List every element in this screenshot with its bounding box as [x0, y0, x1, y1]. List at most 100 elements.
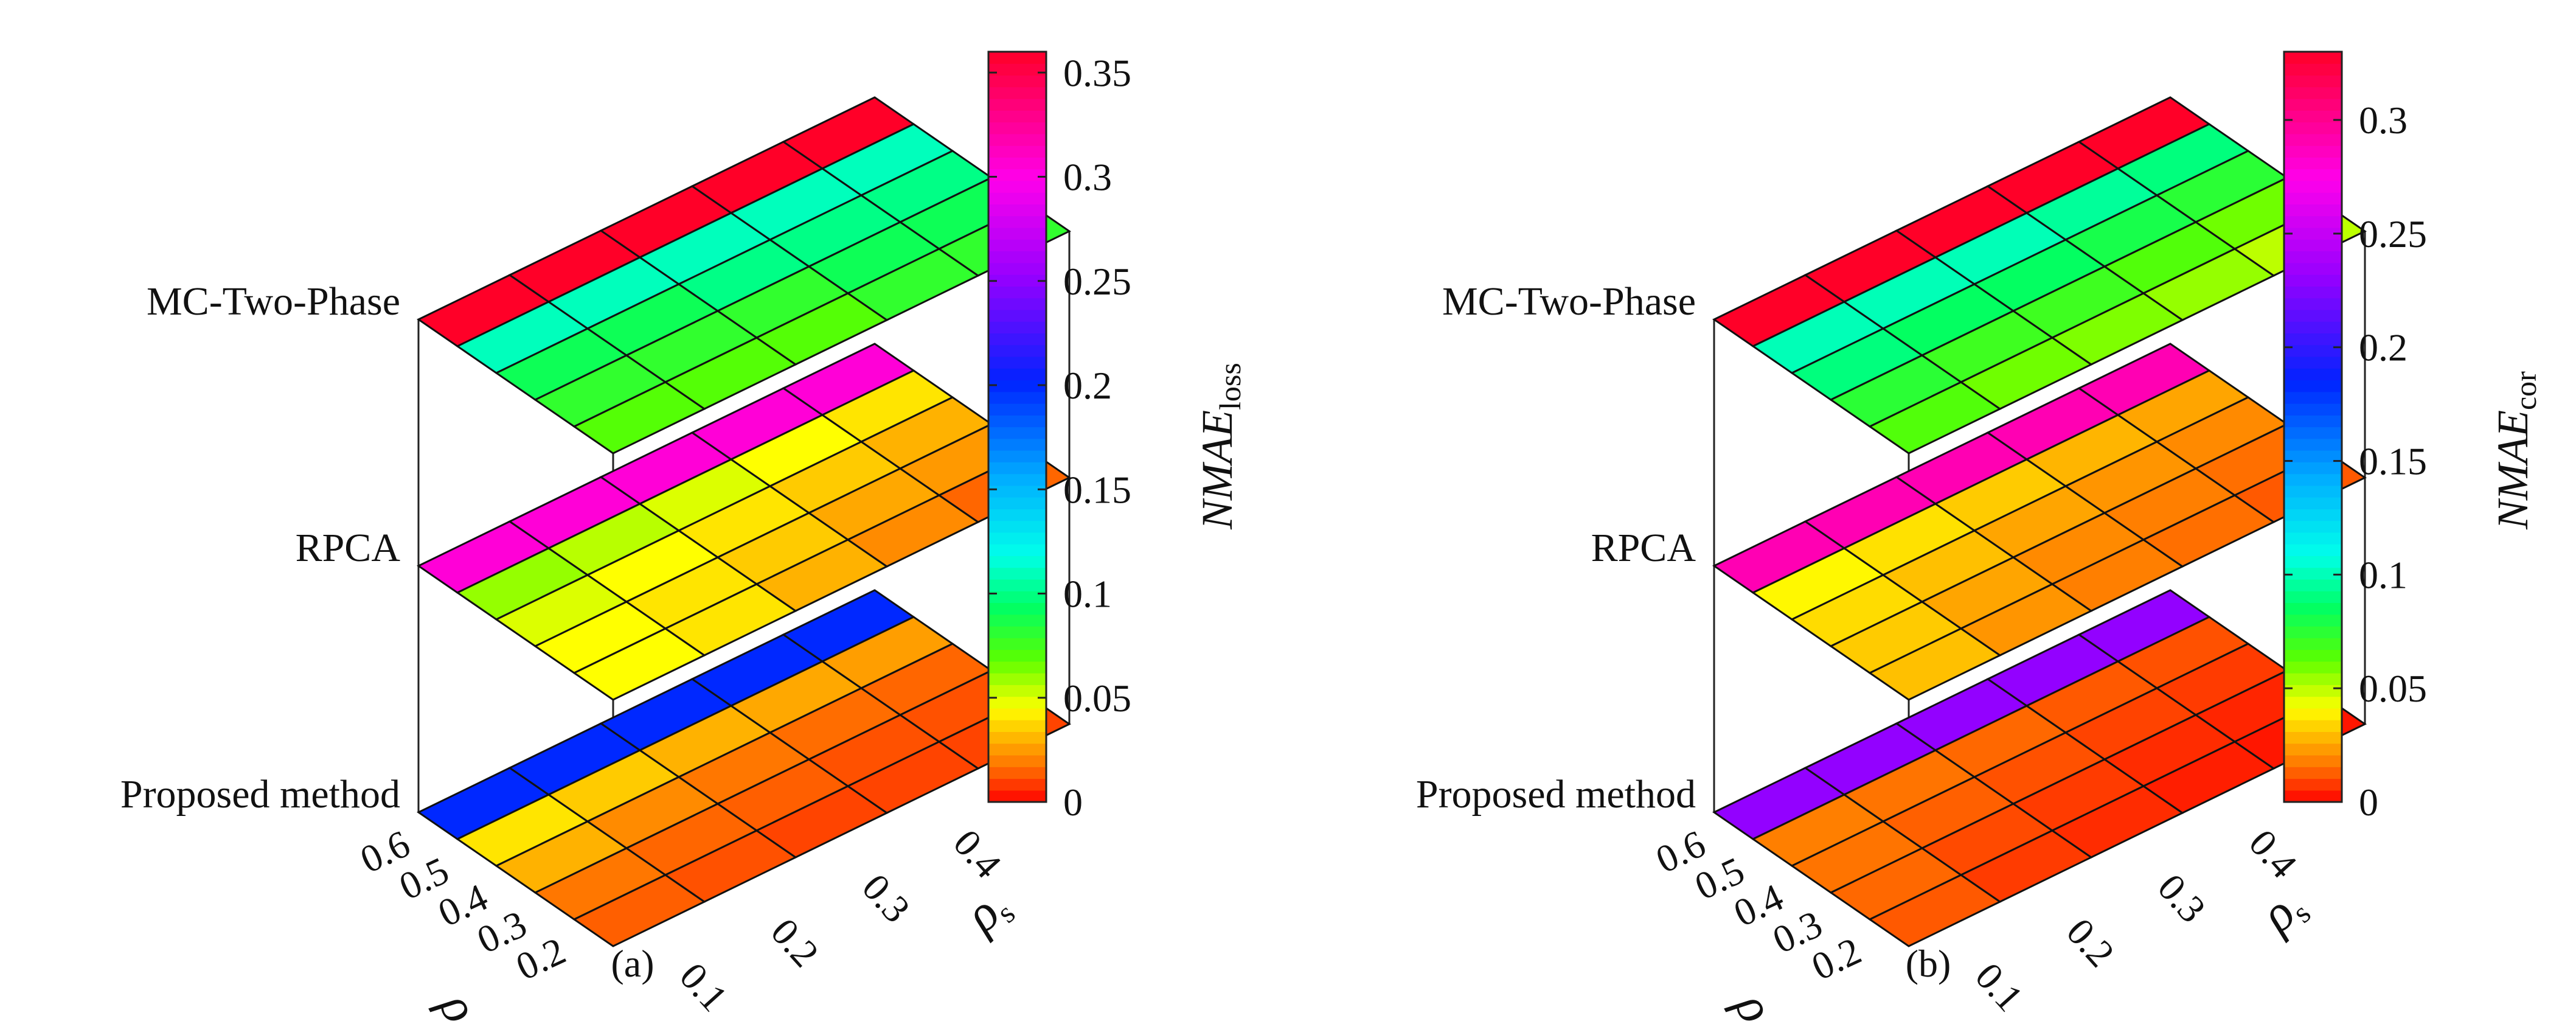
colorbar-band: [2284, 591, 2342, 604]
colorbar-band: [2284, 215, 2342, 228]
colorbar-band: [988, 485, 1046, 498]
colorbar-band: [988, 391, 1046, 404]
rho-s-tick-label: 0.4: [945, 821, 1010, 887]
colorbar-band: [2284, 274, 2342, 287]
colorbar-tick-label: 0.3: [2359, 99, 2408, 142]
colorbar-tick-label: 0.35: [1063, 51, 1131, 94]
colorbar-band: [988, 309, 1046, 322]
colorbar-band: [2284, 485, 2342, 498]
rho-s-tick-label: 0.2: [2058, 910, 2123, 975]
colorbar-band: [988, 169, 1046, 181]
colorbar-band: [988, 145, 1046, 158]
colorbar-title: NMAEloss: [1193, 363, 1247, 530]
colorbar-tick-label: 0.3: [1063, 156, 1112, 199]
colorbar-band: [988, 544, 1046, 557]
rho-s-tick-label: 0.1: [1967, 955, 2032, 1020]
colorbar-band: [2284, 790, 2342, 803]
rho-s-tick-label: 0.4: [2241, 821, 2305, 887]
chart-panel-b: MC-Two-Phase RPCA Proposed method 0.2 0.3 0.4…: [1416, 51, 2543, 1021]
colorbar-band: [988, 579, 1046, 591]
panel-caption: (a): [611, 942, 654, 985]
colorbar-band: [988, 685, 1046, 697]
colorbar-band: [2284, 157, 2342, 170]
colorbar-band: [2284, 638, 2342, 650]
colorbar-tick-label: 0.2: [2359, 326, 2408, 369]
colorbar-frame: [2283, 51, 2343, 803]
colorbar-band: [2284, 309, 2342, 322]
rho-s-axis-label: ρs: [2248, 877, 2317, 947]
colorbar-band: [988, 204, 1046, 217]
rho-c-axis-label: ρc: [425, 982, 496, 1021]
colorbar-band: [2284, 380, 2342, 392]
layer-label: MC-Two-Phase: [1442, 279, 1696, 324]
colorbar-band: [988, 497, 1046, 509]
colorbar-band: [988, 215, 1046, 228]
colorbar-band: [988, 75, 1046, 88]
rho-c-axis-label: ρc: [1720, 982, 1792, 1021]
colorbar-band: [2284, 239, 2342, 252]
colorbar-band: [2284, 99, 2342, 111]
colorbar-band: [988, 157, 1046, 170]
colorbar-tick-label: 0: [2359, 781, 2378, 824]
colorbar-band: [2284, 75, 2342, 88]
colorbar-band: [2284, 497, 2342, 509]
colorbar-band: [988, 239, 1046, 252]
layer-mc-two-phase: [1712, 96, 2367, 455]
colorbar: 0 0.05 0.1 0.15 0.2 0.25 0.3 0.35 NMAEloss: [987, 51, 1247, 824]
rho-c-axis-label-main: ρ: [428, 982, 490, 1021]
colorbar-band: [2284, 708, 2342, 720]
colorbar-band: [988, 696, 1046, 709]
colorbar-band: [2284, 544, 2342, 557]
colorbar-band: [2284, 298, 2342, 310]
colorbar-title-sub: loss: [1213, 363, 1247, 410]
rho-s-tick-label: 0.2: [763, 910, 827, 975]
layer-rpca: [417, 343, 1071, 701]
colorbar-band: [2284, 661, 2342, 674]
colorbar-band: [988, 427, 1046, 439]
colorbar: 0 0.05 0.1 0.15 0.2 0.25 0.3 NMAEcor: [2283, 51, 2543, 824]
colorbar-band: [988, 110, 1046, 123]
colorbar-band: [988, 626, 1046, 638]
colorbar-band: [988, 708, 1046, 720]
rho-s-tick-label: 0.3: [2150, 866, 2214, 931]
colorbar-band: [988, 274, 1046, 287]
colorbar-band: [988, 614, 1046, 627]
colorbar-band: [2284, 473, 2342, 486]
colorbar-band: [988, 790, 1046, 803]
colorbar-band: [988, 227, 1046, 240]
colorbar-band: [988, 731, 1046, 744]
layer-label: RPCA: [296, 526, 401, 570]
colorbar-band: [2284, 509, 2342, 521]
colorbar-band: [988, 122, 1046, 134]
colorbar-tick-label: 0.25: [2359, 212, 2427, 256]
colorbar-band: [2284, 649, 2342, 662]
colorbar-band: [2284, 110, 2342, 123]
colorbar-band: [2284, 63, 2342, 76]
colorbar-tick-label: 0.15: [2359, 440, 2427, 483]
rho-c-axis-label-main: ρ: [1723, 982, 1785, 1021]
colorbar-band: [2284, 767, 2342, 779]
colorbar-band: [988, 556, 1046, 568]
colorbar-band: [2284, 262, 2342, 275]
colorbar-band: [988, 743, 1046, 756]
colorbar-band: [2284, 180, 2342, 193]
colorbar-band: [988, 532, 1046, 545]
colorbar-band: [988, 661, 1046, 674]
colorbar-band: [2284, 403, 2342, 416]
colorbar-band: [988, 344, 1046, 357]
rho-s-tick-label: 0.3: [854, 866, 918, 931]
colorbar-band: [2284, 122, 2342, 134]
colorbar-band: [988, 567, 1046, 580]
colorbar-band: [2284, 133, 2342, 146]
colorbar-band: [2284, 344, 2342, 357]
colorbar-band: [988, 180, 1046, 193]
colorbar-band: [2284, 251, 2342, 263]
colorbar-band: [2284, 192, 2342, 205]
layer-mc-two-phase: [417, 96, 1071, 455]
colorbar-band: [2284, 731, 2342, 744]
colorbar-title-main: NMAE: [2488, 410, 2537, 530]
colorbar-band: [988, 462, 1046, 475]
rho-s-tick-label: 0.1: [672, 955, 736, 1020]
colorbar-band: [2284, 520, 2342, 533]
colorbar-band: [2284, 754, 2342, 767]
